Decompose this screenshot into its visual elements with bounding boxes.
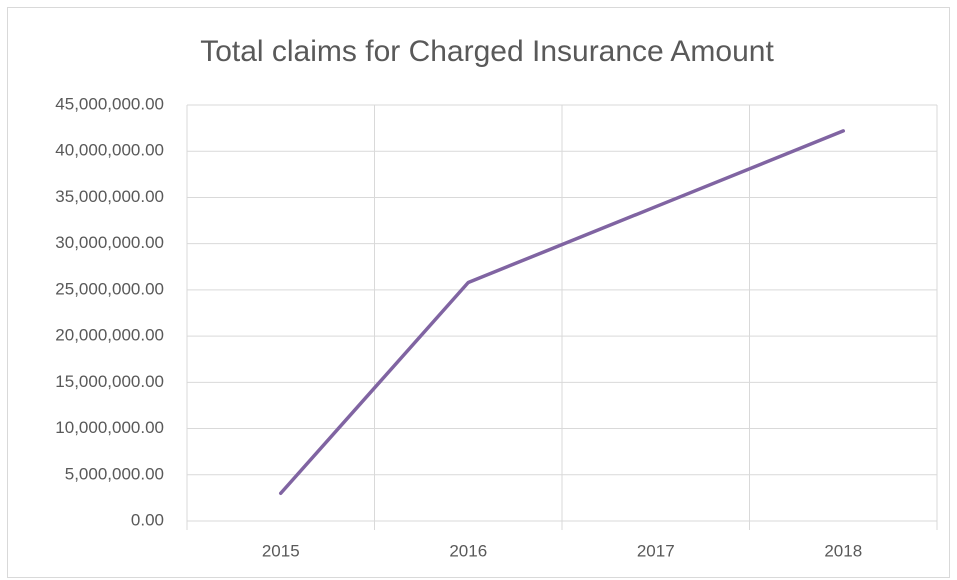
y-tick-label: 30,000,000.00 <box>55 233 164 252</box>
y-tick-label: 10,000,000.00 <box>55 418 164 437</box>
y-tick-label: 35,000,000.00 <box>55 187 164 206</box>
x-tick-label: 2016 <box>449 541 487 560</box>
chart-border <box>7 7 950 578</box>
x-tick-label: 2015 <box>262 541 300 560</box>
y-tick-label: 20,000,000.00 <box>55 326 164 345</box>
y-tick-label: 5,000,000.00 <box>65 464 164 483</box>
x-tick-label: 2017 <box>637 541 675 560</box>
x-tick-label: 2018 <box>824 541 862 560</box>
y-tick-label: 15,000,000.00 <box>55 372 164 391</box>
y-tick-label: 0.00 <box>131 510 164 529</box>
y-tick-label: 40,000,000.00 <box>55 141 164 160</box>
y-tick-label: 25,000,000.00 <box>55 279 164 298</box>
line-series <box>279 129 845 496</box>
y-tick-label: 45,000,000.00 <box>55 94 164 113</box>
chart-title: Total claims for Charged Insurance Amoun… <box>200 35 774 68</box>
